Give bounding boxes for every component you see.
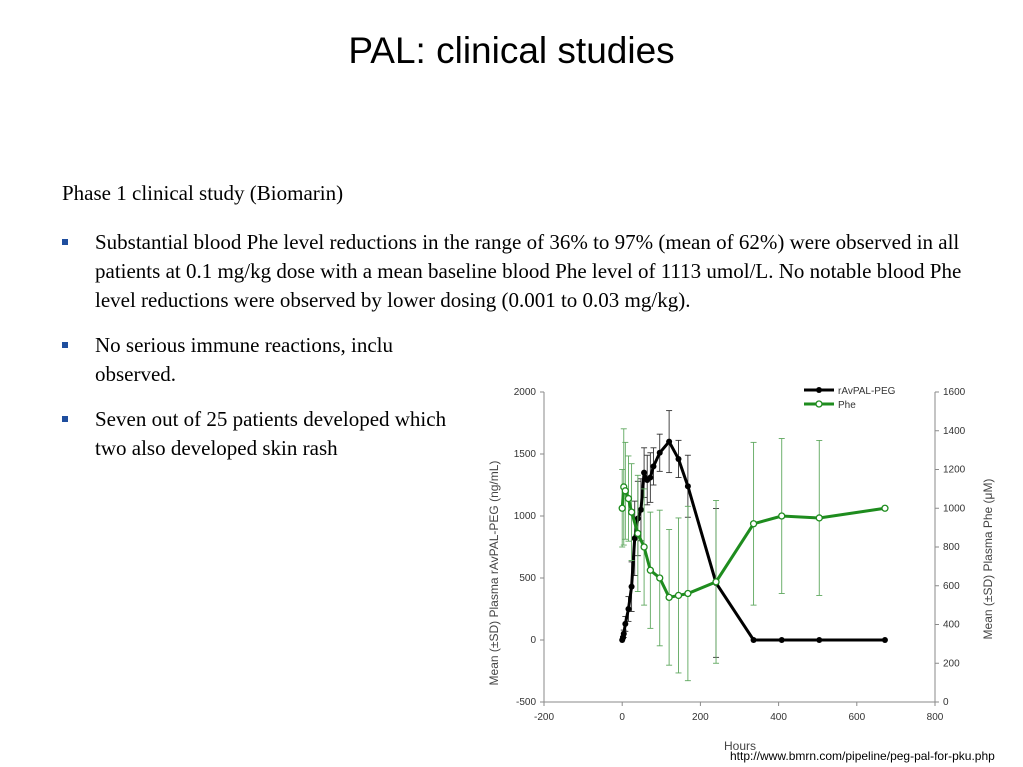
- data-point: [621, 487, 629, 495]
- y-left-tick-label: 2000: [514, 387, 537, 398]
- data-point: [618, 504, 626, 512]
- chart-svg: -500050010001500200002004006008001000120…: [487, 386, 995, 753]
- data-point: [628, 583, 635, 590]
- bullet-list: Substantial blood Phe level reductions i…: [62, 228, 982, 479]
- data-point: [778, 637, 785, 643]
- y-right-tick-label: 0: [943, 697, 949, 708]
- bullet-marker-icon: [62, 239, 68, 245]
- data-point: [640, 543, 648, 551]
- data-point: [656, 574, 664, 582]
- data-point: [749, 520, 758, 528]
- y-left-tick-label: 0: [530, 635, 536, 646]
- data-point: [666, 438, 673, 445]
- bullet-marker-icon: [62, 416, 68, 422]
- bullet-item: Seven out of 25 patients developed which…: [62, 405, 463, 463]
- x-tick-label: 0: [619, 712, 625, 723]
- bullet-text: No serious immune reactions, inclu obser…: [95, 333, 394, 386]
- legend-label: rAvPAL-PEG: [838, 386, 896, 397]
- y-right-tick-label: 400: [943, 620, 960, 631]
- data-point: [674, 591, 683, 600]
- x-tick-label: 800: [927, 712, 944, 723]
- bullet-item: Substantial blood Phe level reductions i…: [62, 228, 975, 315]
- chart-axes: -500050010001500200002004006008001000120…: [514, 387, 966, 723]
- y-left-tick-label: -500: [516, 697, 536, 708]
- data-point: [750, 637, 757, 643]
- data-point: [815, 514, 823, 522]
- data-point: [881, 504, 889, 512]
- data-point: [816, 637, 823, 643]
- y-left-tick-label: 1000: [514, 511, 537, 522]
- x-tick-label: 600: [848, 712, 865, 723]
- data-point: [712, 578, 720, 586]
- study-heading: Phase 1 clinical study (Biomarin): [62, 181, 344, 205]
- data-point: [646, 566, 655, 574]
- bullet-text: Seven out of 25 patients developed which…: [95, 407, 447, 460]
- legend-marker: [816, 387, 822, 393]
- series-phe: [618, 428, 889, 682]
- x-tick-label: 400: [770, 712, 787, 723]
- legend-label: Phe: [838, 400, 856, 411]
- data-point: [881, 637, 888, 643]
- y-right-tick-label: 1400: [943, 426, 966, 437]
- y-right-tick-label: 1000: [943, 503, 966, 514]
- y-right-tick-label: 1600: [943, 387, 966, 398]
- y-right-tick-label: 600: [943, 581, 960, 592]
- data-point: [622, 620, 629, 627]
- data-point: [684, 589, 692, 598]
- y-right-tick-label: 1200: [943, 465, 966, 476]
- y-axis-left-label: Mean (±SD) Plasma rAvPAL-PEG (ng/mL): [487, 461, 501, 686]
- source-link[interactable]: http://www.bmrn.com/pipeline/peg-pal-for…: [730, 749, 995, 763]
- data-point: [656, 449, 663, 456]
- x-tick-label: -200: [534, 712, 554, 723]
- slide-title: PAL: clinical studies: [348, 30, 675, 71]
- data-point: [684, 483, 691, 490]
- data-point: [625, 606, 632, 612]
- data-point: [665, 593, 673, 602]
- data-point: [650, 463, 657, 470]
- y-right-tick-label: 200: [943, 658, 960, 669]
- data-point: [634, 529, 642, 538]
- data-point: [637, 506, 644, 513]
- x-tick-label: 200: [692, 712, 709, 723]
- y-left-tick-label: 1500: [514, 449, 537, 460]
- bullet-item: No serious immune reactions, inclu obser…: [62, 331, 463, 389]
- bullet-text: Substantial blood Phe level reductions i…: [95, 230, 962, 312]
- y-axis-right-label: Mean (±SD) Plasma Phe (μM): [981, 479, 995, 640]
- y-right-tick-label: 800: [943, 542, 960, 553]
- data-point: [620, 630, 627, 637]
- data-point: [624, 494, 633, 503]
- data-point: [647, 474, 654, 481]
- data-point: [778, 512, 786, 520]
- data-point: [627, 508, 636, 516]
- y-left-tick-label: 500: [519, 573, 536, 584]
- data-point: [641, 469, 648, 476]
- data-point: [631, 535, 638, 542]
- chart-series: [618, 410, 889, 682]
- pk-pd-chart: -500 0 500 1000 1500 2000 0 200 400 600 800 1000 120…: [478, 376, 1023, 767]
- legend-marker: [815, 400, 823, 408]
- x-axis-label: Hours: [724, 739, 756, 753]
- bullet-marker-icon: [62, 342, 68, 348]
- data-point: [675, 455, 682, 462]
- chart-legend: rAvPAL-PEG Phe: [804, 386, 896, 411]
